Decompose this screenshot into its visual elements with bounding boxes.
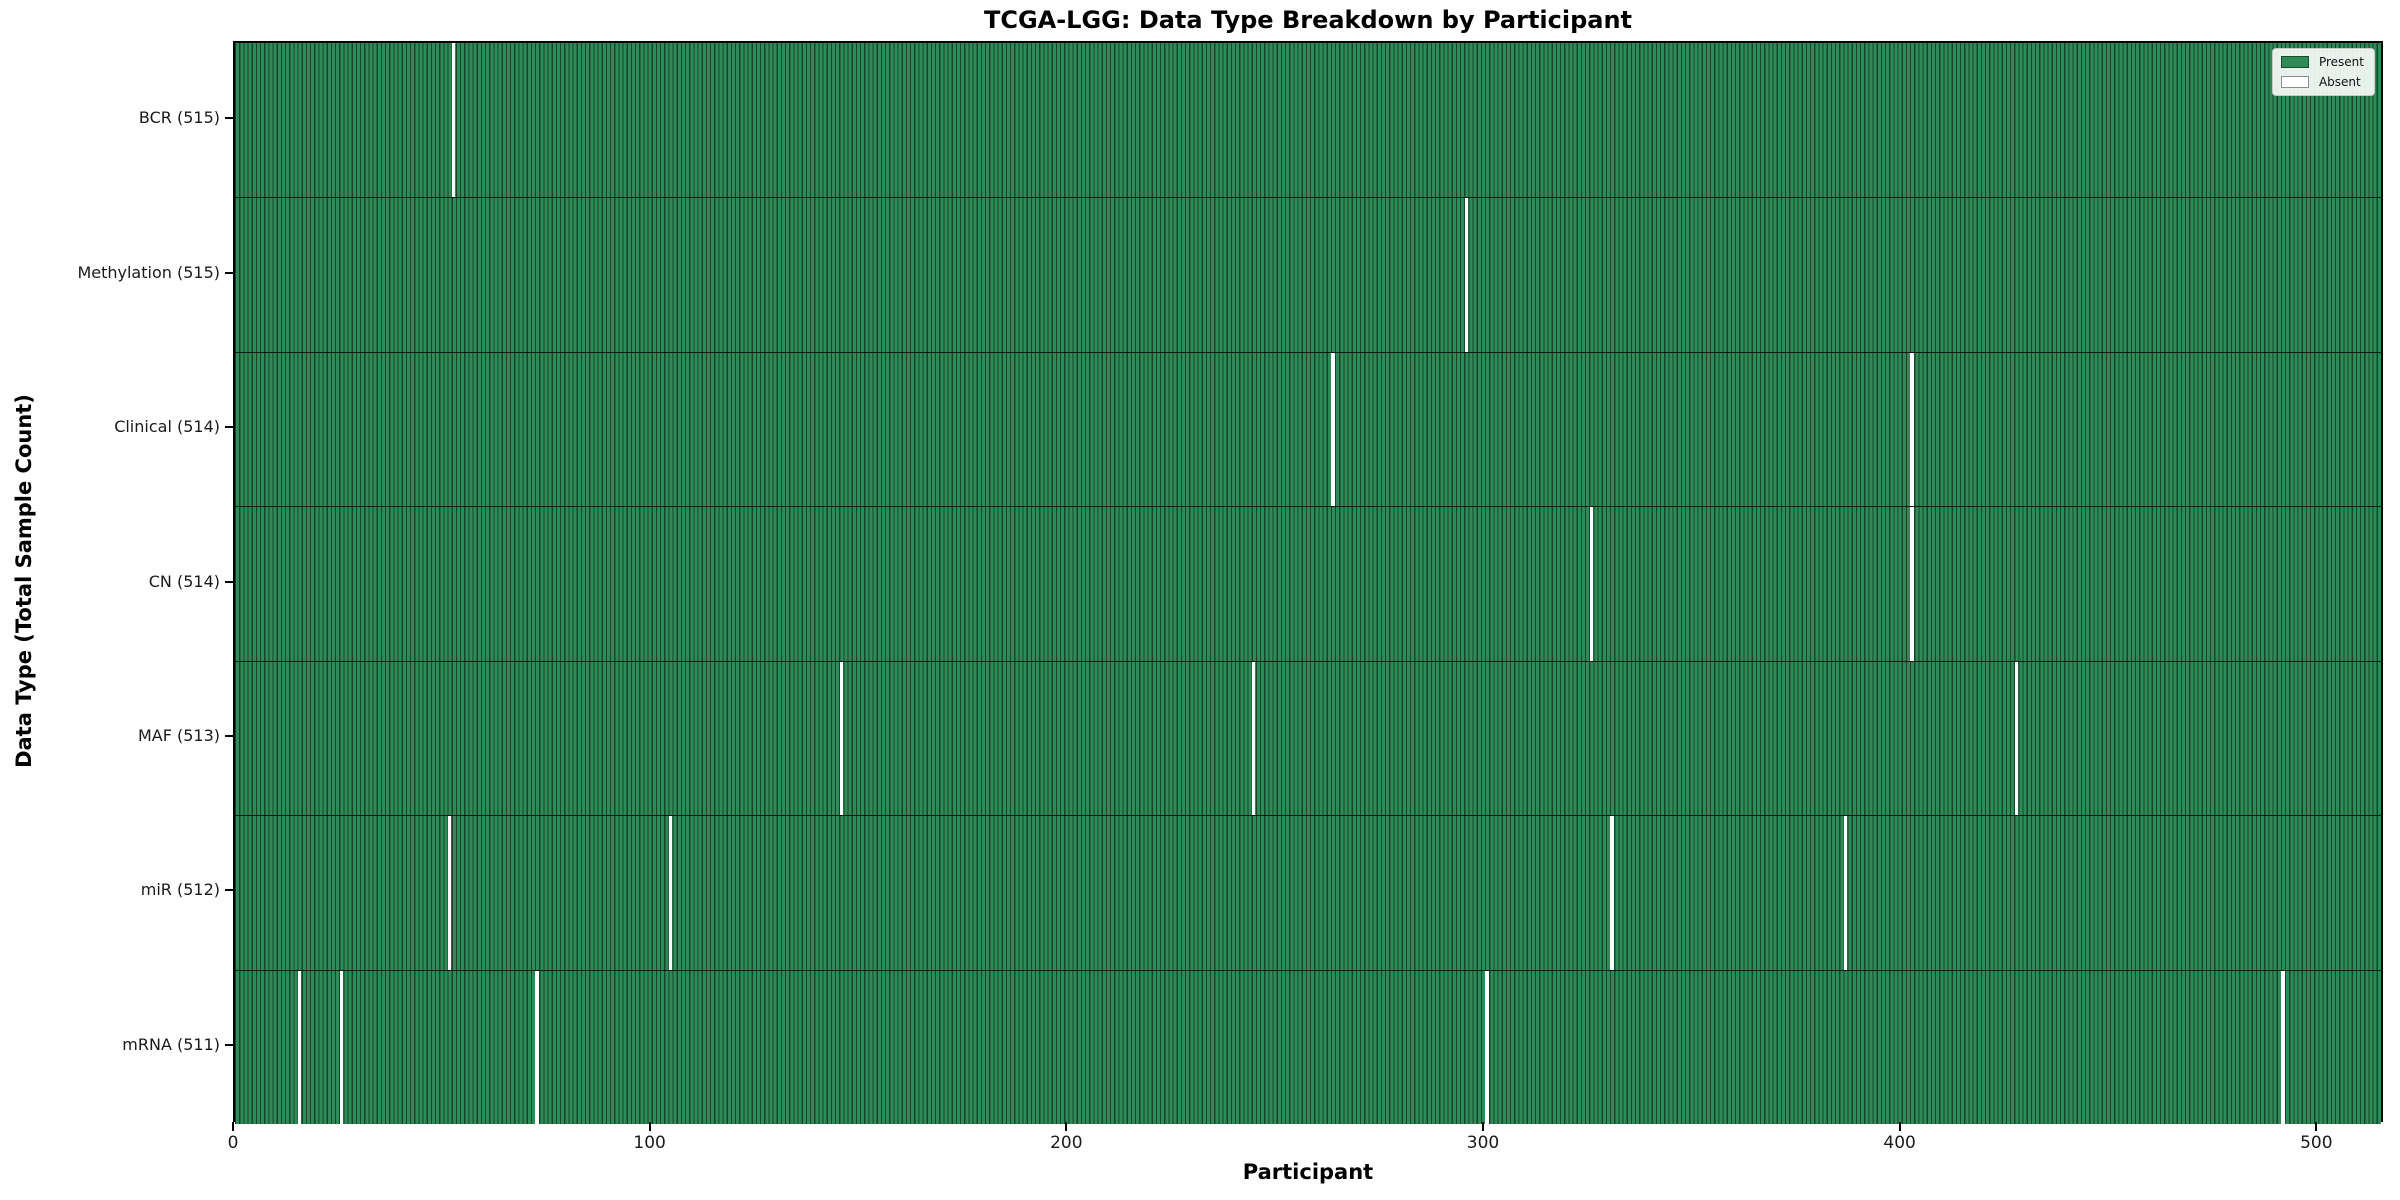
x-tick-mark <box>2315 1122 2318 1131</box>
plot-area: Present Absent <box>233 41 2383 1124</box>
absent-gap <box>1589 507 1593 661</box>
y-tick-label-methylation: Methylation (515) <box>77 262 220 282</box>
y-tick-label-clinical: Clinical (514) <box>114 417 220 437</box>
x-tick-mark <box>1065 1122 1068 1131</box>
x-tick-mark <box>1898 1122 1901 1131</box>
x-tick-label-100: 100 <box>633 1133 666 1153</box>
absent-gap <box>1843 816 1848 970</box>
legend: Present Absent <box>2271 48 2375 96</box>
absent-gap <box>839 661 843 816</box>
row-mir <box>235 815 2381 970</box>
x-tick-label-200: 200 <box>1050 1133 1083 1153</box>
absent-gap <box>447 816 452 970</box>
absent-gap <box>2281 970 2285 1124</box>
y-tick-mark <box>225 734 233 737</box>
y-tick-label-maf: MAF (513) <box>137 725 220 745</box>
absent-gap <box>339 970 343 1124</box>
y-tick-label-bcr: BCR (515) <box>138 108 220 128</box>
absent-gap <box>1485 970 1489 1124</box>
x-tick-mark <box>232 1122 234 1131</box>
y-tick-mark <box>225 426 233 429</box>
legend-label-absent: Absent <box>2318 75 2361 89</box>
absent-gap <box>1910 507 1914 661</box>
row-maf <box>235 660 2381 816</box>
x-tick-label-300: 300 <box>1466 1133 1500 1153</box>
legend-item-present: Present <box>2280 55 2364 69</box>
x-tick-label-0: 0 <box>227 1133 239 1153</box>
absent-gap <box>1910 352 1914 507</box>
y-tick-label-mrna: mRNA (511) <box>122 1034 220 1054</box>
absent-swatch-icon <box>2280 76 2309 88</box>
absent-gap <box>297 970 302 1124</box>
row-cn <box>235 506 2381 661</box>
x-tick-mark <box>1482 1122 1484 1131</box>
y-tick-label-cn: CN (514) <box>148 571 220 591</box>
x-tick-label-400: 400 <box>1883 1133 1916 1153</box>
y-tick-label-mir: miR (512) <box>140 880 220 900</box>
absent-gap <box>2014 661 2018 816</box>
absent-gap <box>1252 661 1256 816</box>
legend-item-absent: Absent <box>2280 75 2364 89</box>
absent-gap <box>535 970 539 1124</box>
row-mrna <box>235 969 2381 1124</box>
absent-gap <box>668 816 673 970</box>
x-tick-label-500: 500 <box>2300 1133 2333 1153</box>
y-tick-mark <box>225 1043 233 1046</box>
legend-label-present: Present <box>2318 55 2364 69</box>
y-tick-mark <box>225 271 233 274</box>
absent-gap <box>452 43 456 198</box>
y-tick-mark <box>225 117 233 120</box>
row-methylation <box>235 197 2381 352</box>
y-tick-mark <box>225 889 233 892</box>
absent-gap <box>1610 816 1614 970</box>
x-axis-label: Participant <box>1242 1160 1374 1184</box>
row-clinical <box>235 351 2381 507</box>
y-tick-mark <box>225 580 233 583</box>
present-swatch-icon <box>2280 56 2309 68</box>
row-bcr <box>235 43 2381 198</box>
absent-gap <box>1464 198 1468 352</box>
chart-title: TCGA-LGG: Data Type Breakdown by Partici… <box>983 6 1633 34</box>
absent-gap <box>1331 352 1335 507</box>
x-tick-mark <box>648 1122 651 1131</box>
